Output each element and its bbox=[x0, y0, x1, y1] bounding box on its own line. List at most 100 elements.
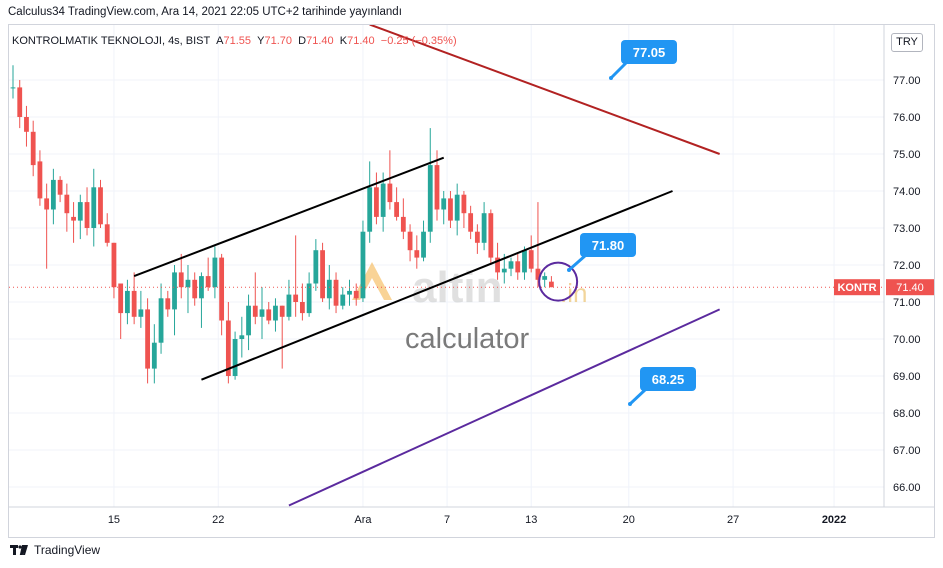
published-caption: Calculus34 TradingView.com, Ara 14, 2021… bbox=[8, 6, 402, 18]
candle-body bbox=[71, 216, 76, 221]
candle-body bbox=[10, 87, 16, 89]
callout-1: 71.80 bbox=[567, 233, 636, 272]
candle-body bbox=[360, 231, 366, 299]
candle-body bbox=[44, 198, 50, 210]
price-tick-label: 77.00 bbox=[893, 75, 921, 87]
candle-body bbox=[421, 231, 426, 258]
price-tick-label: 69.00 bbox=[893, 371, 921, 383]
price-tick-label: 76.00 bbox=[893, 112, 921, 124]
price-tick-label: 72.00 bbox=[893, 260, 921, 272]
candle-body bbox=[111, 242, 117, 288]
candle-body bbox=[326, 279, 332, 299]
candle-body bbox=[205, 276, 211, 288]
candle-body bbox=[549, 281, 554, 288]
candle-body bbox=[522, 250, 527, 273]
close-value: 71.40 bbox=[347, 35, 375, 47]
candle-body bbox=[353, 290, 359, 299]
close-label: K bbox=[339, 35, 348, 47]
change-value: −0.25 (−0.35%) bbox=[380, 35, 457, 47]
callout-label: 77.05 bbox=[633, 45, 666, 60]
trend-lines bbox=[133, 25, 721, 507]
channel-lower bbox=[201, 190, 673, 381]
candle-body bbox=[414, 250, 420, 258]
candle-body bbox=[427, 165, 433, 232]
candle-body bbox=[104, 224, 110, 243]
callout-box bbox=[621, 40, 677, 64]
callout-anchor bbox=[609, 76, 613, 80]
candle-body bbox=[279, 305, 285, 317]
candle-body bbox=[340, 294, 346, 306]
candle-body bbox=[225, 320, 231, 376]
symbol-badge bbox=[834, 279, 880, 296]
candle-body bbox=[501, 268, 507, 273]
candle-body bbox=[468, 213, 474, 232]
candle-body bbox=[535, 268, 541, 280]
highlight-circle bbox=[538, 261, 579, 302]
candle-body bbox=[64, 194, 70, 214]
tradingview-logo-icon bbox=[10, 545, 28, 555]
candle-body bbox=[219, 257, 225, 321]
candle-body bbox=[118, 283, 124, 314]
candle-body bbox=[252, 305, 258, 317]
price-tick-label: 67.00 bbox=[893, 445, 921, 457]
candle-body bbox=[299, 302, 305, 314]
candle-body bbox=[441, 198, 447, 210]
candle-body bbox=[407, 231, 413, 251]
open-label: A bbox=[216, 35, 224, 47]
candle-body bbox=[17, 87, 23, 117]
footer-brand[interactable]: TradingView bbox=[34, 543, 101, 557]
candle-body bbox=[239, 335, 245, 339]
candle-body bbox=[24, 117, 29, 132]
candle-body bbox=[293, 294, 299, 302]
candle-body bbox=[273, 305, 278, 321]
low-label: D bbox=[298, 35, 307, 47]
candle-body bbox=[57, 179, 63, 195]
candle-body bbox=[380, 183, 386, 217]
purple-line bbox=[288, 308, 721, 507]
candle-body bbox=[488, 213, 494, 258]
price-tick-label: 68.00 bbox=[893, 408, 921, 420]
price-tick-label: 73.00 bbox=[893, 223, 921, 235]
candle-body bbox=[320, 250, 325, 299]
price-tick-label: 70.00 bbox=[893, 334, 921, 346]
callout-pointer bbox=[568, 253, 587, 272]
callout-box bbox=[580, 233, 636, 257]
time-tick-label: 27 bbox=[727, 514, 739, 526]
candle-body bbox=[286, 294, 292, 317]
callout-label: 71.80 bbox=[592, 238, 625, 253]
candle-body bbox=[461, 194, 467, 214]
candle-body bbox=[158, 298, 164, 343]
callout-2: 68.25 bbox=[628, 367, 696, 406]
symbol-name: KONTROLMATIK TEKNOLOJI, 4s, BIST bbox=[12, 35, 211, 47]
candle-body bbox=[185, 279, 191, 288]
candle-body bbox=[125, 290, 130, 314]
watermark-tagline: calculator bbox=[405, 323, 529, 355]
candle-body bbox=[246, 305, 251, 336]
candle-body bbox=[259, 309, 265, 317]
callout-box bbox=[640, 367, 696, 391]
candle-body bbox=[333, 279, 339, 306]
candle-body bbox=[50, 179, 56, 210]
candle-body bbox=[508, 261, 514, 269]
candle-body bbox=[313, 250, 319, 284]
time-tick-label: 20 bbox=[623, 514, 635, 526]
candle-body bbox=[400, 216, 406, 232]
candle-body bbox=[131, 290, 137, 317]
low-value: 71.40 bbox=[306, 35, 334, 47]
candle-body bbox=[387, 183, 393, 203]
time-tick-label: 15 bbox=[108, 514, 120, 526]
callout-pointer bbox=[609, 60, 629, 80]
price-tick-label: 71.00 bbox=[893, 297, 921, 309]
chart-frame[interactable] bbox=[8, 24, 935, 538]
high-value: 71.70 bbox=[264, 35, 293, 47]
candle-body bbox=[172, 272, 177, 310]
candle-body bbox=[474, 231, 480, 243]
candle-body bbox=[528, 250, 534, 269]
candle-body bbox=[91, 187, 97, 228]
currency-button[interactable]: TRY bbox=[891, 33, 923, 52]
high-label: Y bbox=[257, 35, 265, 47]
time-tick-label: Ara bbox=[354, 514, 372, 526]
candle-body bbox=[495, 257, 500, 273]
price-tick-label: 66.00 bbox=[893, 482, 921, 494]
